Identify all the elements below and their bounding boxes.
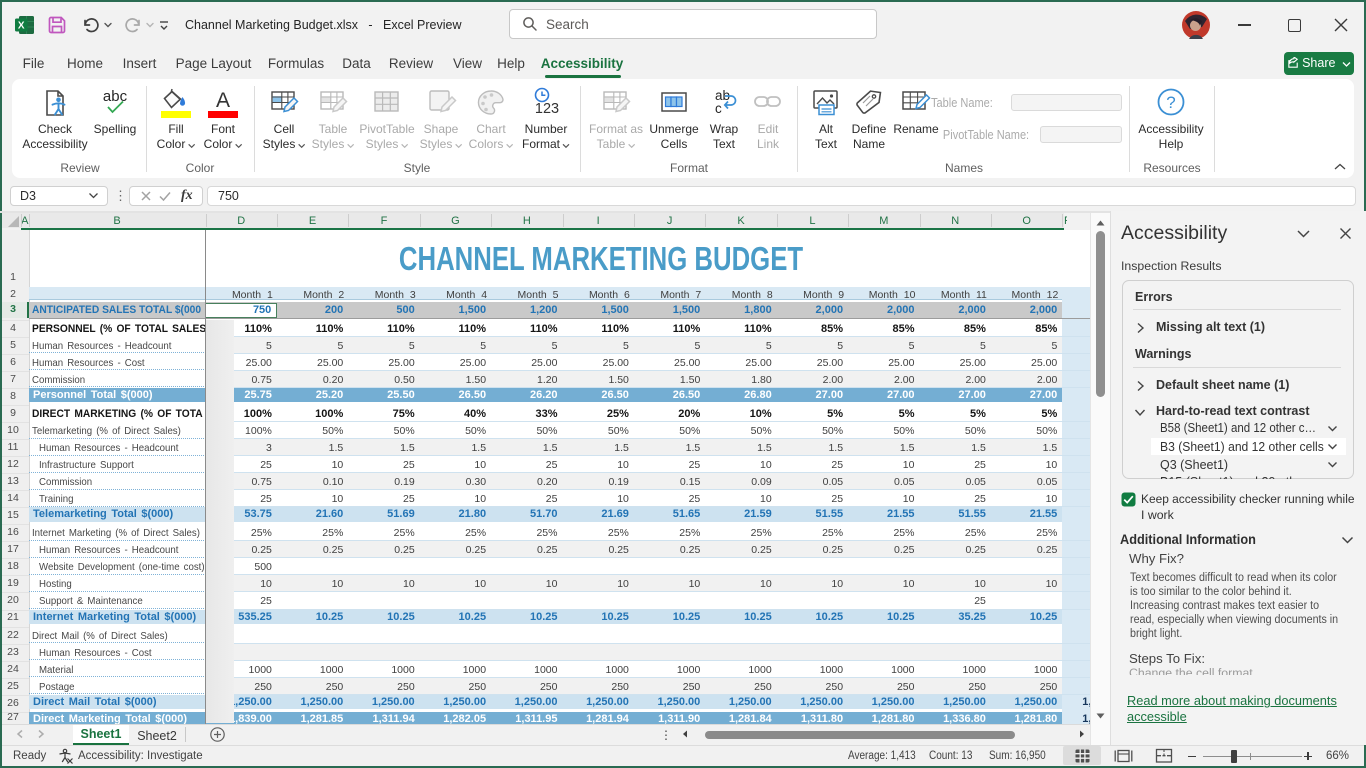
svg-text:A: A xyxy=(216,89,230,112)
svg-text:123: 123 xyxy=(535,101,559,117)
svg-text:ab: ab xyxy=(715,88,730,103)
svg-text:c: c xyxy=(715,101,722,116)
svg-text:abc: abc xyxy=(103,88,128,105)
svg-text:X: X xyxy=(18,20,25,31)
svg-text:?: ? xyxy=(1166,93,1175,112)
